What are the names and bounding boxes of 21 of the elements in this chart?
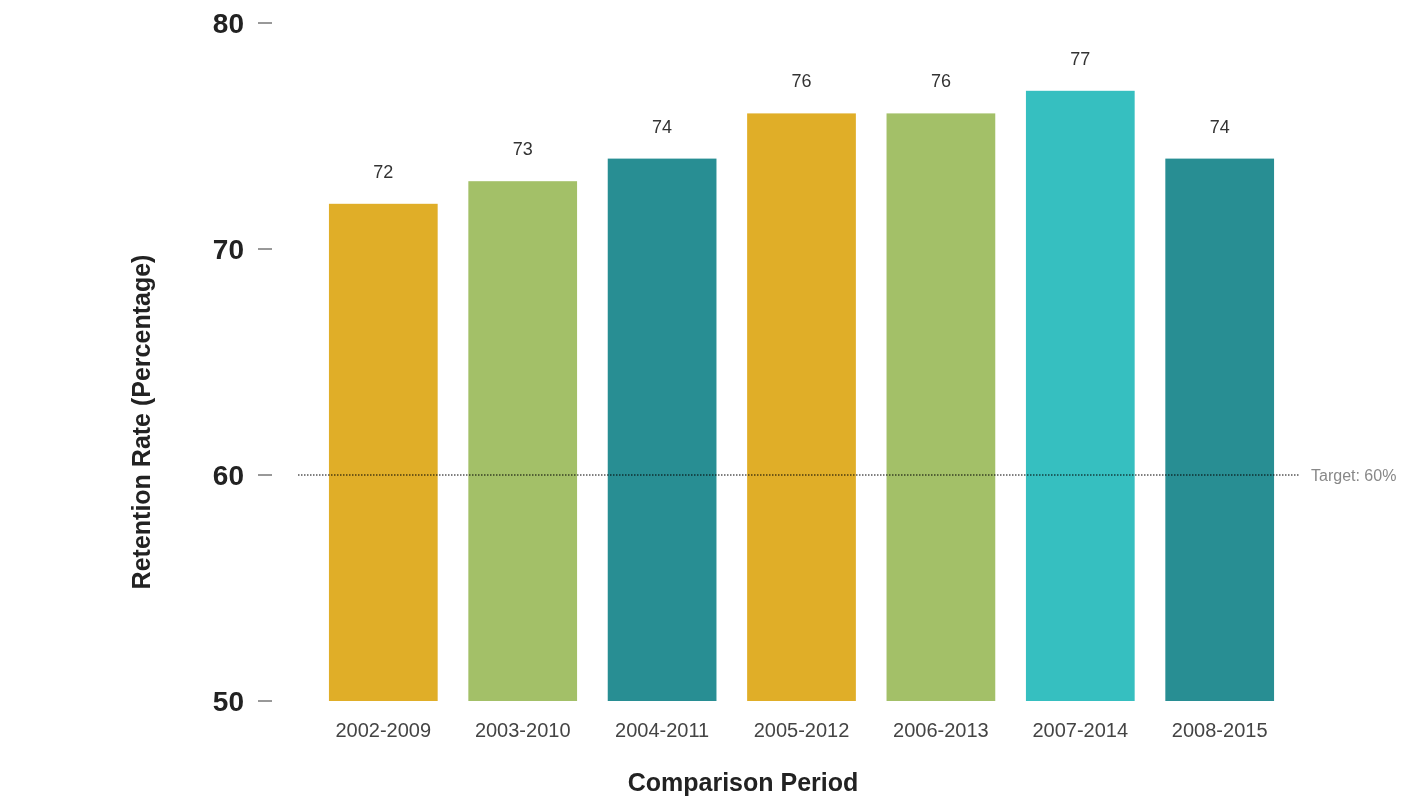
y-axis-title: Retention Rate (Percentage) <box>127 254 155 590</box>
x-tick-label: 2004-2011 <box>615 719 710 741</box>
x-tick-label: 2005-2012 <box>753 719 850 741</box>
data-label: 76 <box>791 71 812 92</box>
data-label: 74 <box>1209 116 1230 137</box>
data-label: 77 <box>1070 48 1091 69</box>
x-tick-label: 2003-2010 <box>474 719 571 741</box>
ref-line-label: Target: 60% <box>1311 467 1397 484</box>
y-tick-label: 80 <box>212 8 244 39</box>
data-label: 73 <box>512 139 533 160</box>
x-tick-label: 2008-2015 <box>1171 719 1268 741</box>
x-tick-label: 2006-2013 <box>893 719 989 741</box>
x-axis-title: Comparison Period <box>627 768 859 796</box>
data-label: 72 <box>373 161 394 182</box>
y-tick-label: 50 <box>212 686 244 717</box>
x-tick-label: 2002-2009 <box>335 719 432 741</box>
x-tick-label: 2007-2014 <box>1032 719 1129 741</box>
y-tick-label: 70 <box>212 234 244 265</box>
data-label: 76 <box>930 71 951 92</box>
y-tick-label: 60 <box>212 460 244 491</box>
data-label: 74 <box>652 116 673 137</box>
